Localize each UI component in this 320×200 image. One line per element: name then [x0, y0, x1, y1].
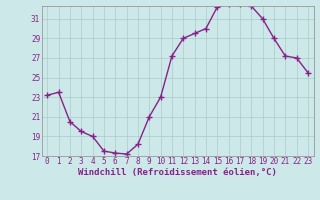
X-axis label: Windchill (Refroidissement éolien,°C): Windchill (Refroidissement éolien,°C) [78, 168, 277, 177]
